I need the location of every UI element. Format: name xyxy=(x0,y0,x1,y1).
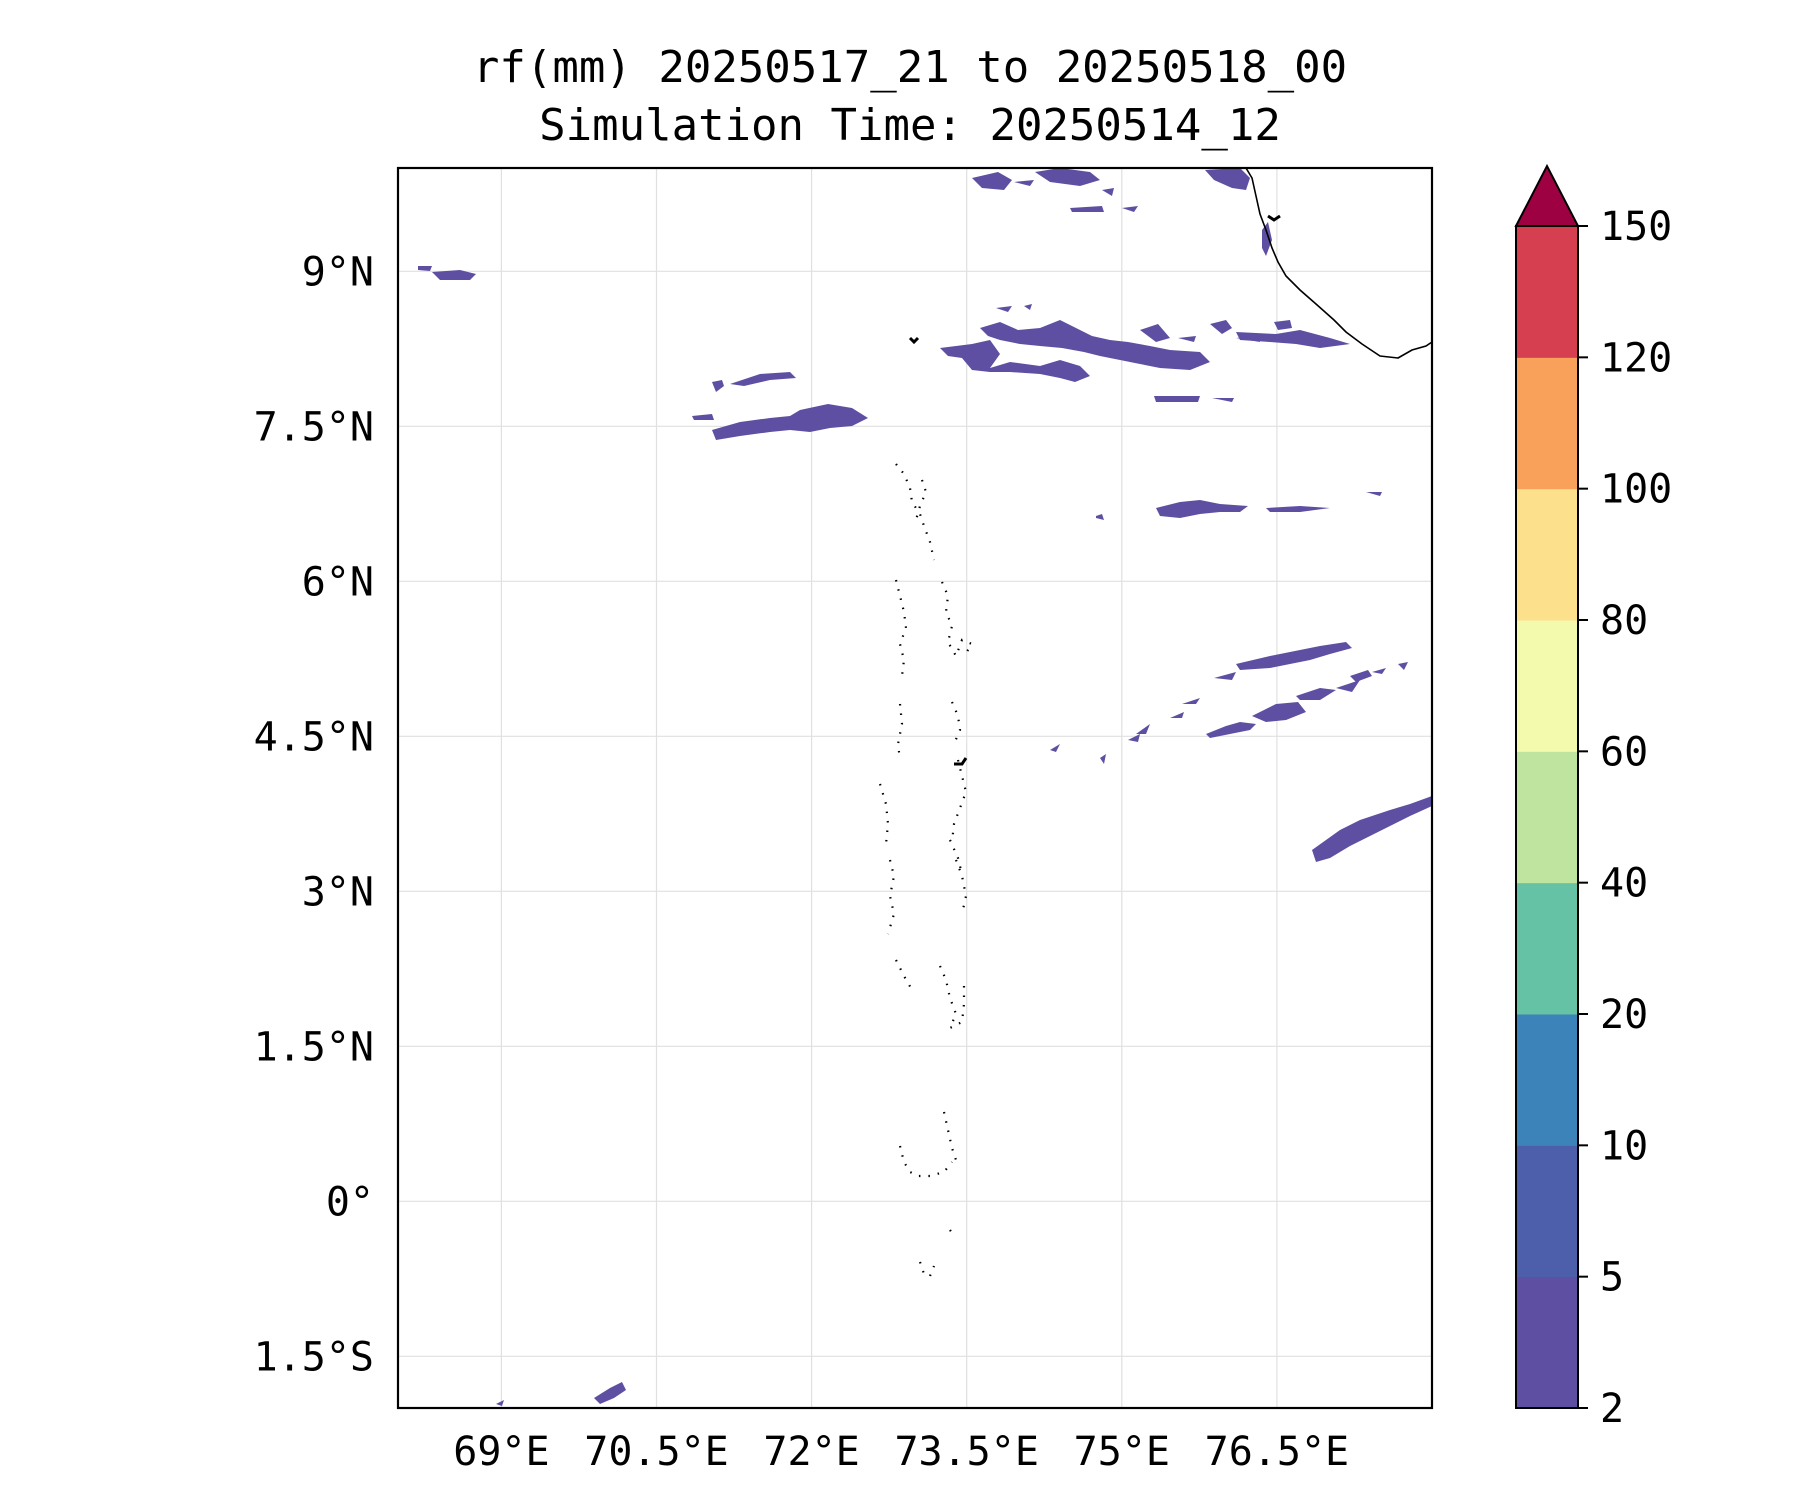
colorbar-bin xyxy=(1516,882,1578,1015)
rain-patch xyxy=(1274,320,1292,330)
colorbar-tick-label: 120 xyxy=(1600,335,1672,381)
island-detail xyxy=(1267,214,1281,222)
rain-patch xyxy=(1182,698,1200,704)
y-tick-label: 1.5°S xyxy=(254,1334,374,1380)
gridlines xyxy=(398,168,1432,1408)
rain-patch xyxy=(1206,722,1256,738)
y-tick-label: 4.5°N xyxy=(254,714,374,760)
rain-patch xyxy=(1024,304,1032,310)
rain-patch xyxy=(1035,168,1100,186)
y-tick-label: 7.5°N xyxy=(254,404,374,450)
map-panel xyxy=(396,166,1434,1410)
colorbar-bin xyxy=(1516,620,1578,752)
rain-patch xyxy=(1366,492,1382,496)
colorbar-tick-label: 10 xyxy=(1600,1123,1648,1169)
rain-patch xyxy=(1136,724,1150,734)
rain-patch xyxy=(712,380,724,392)
colorbar-bin xyxy=(1516,1014,1578,1146)
rain-patch xyxy=(730,372,796,386)
rain-patch xyxy=(1336,680,1360,692)
x-axis-ticks: 69°E 70.5°E 72°E 73.5°E 75°E 76.5°E xyxy=(453,1429,1349,1475)
rain-patch xyxy=(1236,330,1350,348)
colorbar-tick-label: 80 xyxy=(1600,598,1648,644)
rain-patch xyxy=(1210,320,1232,334)
colorbar-tick-label: 150 xyxy=(1600,204,1672,250)
colorbar-tick-label: 5 xyxy=(1600,1255,1624,1301)
x-tick-label: 72°E xyxy=(763,1429,859,1475)
india-coastline xyxy=(1245,167,1433,359)
rain-patch xyxy=(1156,500,1248,518)
rain-patch xyxy=(1252,702,1306,722)
rain-patch xyxy=(1296,688,1336,700)
y-tick-label: 6°N xyxy=(302,559,374,605)
rain-patch xyxy=(1128,734,1140,742)
rain-patch xyxy=(1122,206,1138,212)
coastline xyxy=(878,167,1433,1278)
rain-patch xyxy=(1102,188,1114,196)
maldives-islands xyxy=(878,463,974,1278)
rain-patch xyxy=(1266,506,1330,512)
x-tick-label: 76.5°E xyxy=(1205,1429,1350,1475)
colorbar-bin xyxy=(1516,226,1578,358)
rainfall-patches xyxy=(418,168,1432,1406)
rain-patch xyxy=(1170,712,1184,718)
rain-patch xyxy=(980,320,1210,370)
rain-patch xyxy=(1140,324,1170,342)
colorbar-tick-label: 2 xyxy=(1600,1386,1624,1432)
colorbar-bin xyxy=(1516,1276,1578,1409)
x-tick-label: 75°E xyxy=(1074,1429,1170,1475)
title-line-1: rf(mm) 20250517_21 to 20250518_00 xyxy=(473,42,1347,93)
rain-patch xyxy=(1212,398,1234,402)
colorbar-extend-arrow xyxy=(1514,163,1580,227)
rain-patch xyxy=(1205,168,1250,190)
rain-patch xyxy=(692,414,714,420)
rain-patch xyxy=(1050,744,1060,752)
rain-patch xyxy=(594,1382,626,1404)
y-tick-label: 0° xyxy=(326,1179,374,1225)
island-detail xyxy=(954,757,968,766)
rain-patch xyxy=(1070,206,1104,212)
title-line-2: Simulation Time: 20250514_12 xyxy=(539,100,1281,151)
y-tick-label: 3°N xyxy=(302,869,374,915)
y-axis-ticks: 9°N 7.5°N 6°N 4.5°N 3°N 1.5°N 0° 1.5°S xyxy=(254,249,374,1380)
rain-patch xyxy=(1350,670,1372,682)
rain-patch xyxy=(1214,672,1236,680)
colorbar-tick-label: 40 xyxy=(1600,861,1648,907)
rain-patch xyxy=(496,1400,504,1406)
colorbar-bin xyxy=(1516,1145,1578,1278)
x-tick-label: 73.5°E xyxy=(894,1429,1039,1475)
colorbar: 2 5 10 20 40 60 80 100 120 150 xyxy=(1514,163,1672,1432)
rain-patch xyxy=(432,270,476,280)
rain-patch xyxy=(1398,662,1408,670)
rain-patch xyxy=(418,266,432,271)
colorbar-bin xyxy=(1516,357,1578,490)
y-tick-label: 1.5°N xyxy=(254,1024,374,1070)
rain-patch xyxy=(1100,754,1106,764)
colorbar-bin xyxy=(1516,751,1578,884)
rain-patch xyxy=(1312,796,1432,862)
x-tick-label: 70.5°E xyxy=(584,1429,729,1475)
rain-patch xyxy=(1154,396,1200,402)
y-tick-label: 9°N xyxy=(302,249,374,295)
rain-patch xyxy=(712,404,868,440)
rain-patch xyxy=(1372,668,1386,674)
map-frame xyxy=(396,166,1434,1410)
island-detail xyxy=(908,336,920,345)
rain-patch xyxy=(940,340,1090,382)
rain-patch xyxy=(1014,180,1034,186)
rain-patch xyxy=(972,172,1012,190)
rain-patch xyxy=(1262,222,1272,256)
rain-patch xyxy=(1178,336,1196,342)
colorbar-tick-label: 60 xyxy=(1600,729,1648,775)
rain-patch xyxy=(1236,642,1352,670)
colorbar-tick-label: 100 xyxy=(1600,467,1672,513)
x-tick-label: 69°E xyxy=(453,1429,549,1475)
colorbar-tick-label: 20 xyxy=(1600,992,1648,1038)
rain-patch xyxy=(1096,514,1104,520)
colorbar-bin xyxy=(1516,488,1578,621)
rain-patch xyxy=(996,306,1012,312)
colorbar-frame xyxy=(1515,225,1579,1409)
